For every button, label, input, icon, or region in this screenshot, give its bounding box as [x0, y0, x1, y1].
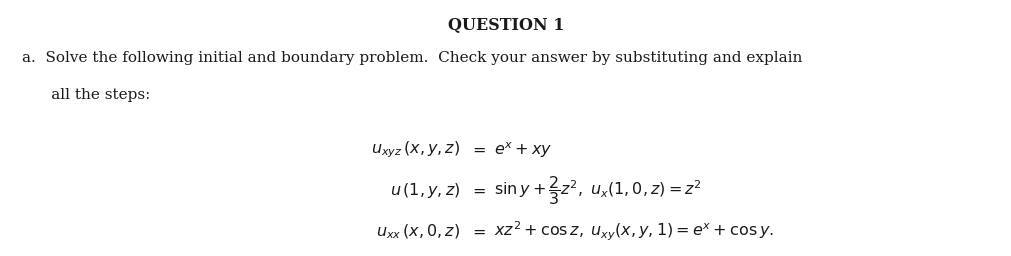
Text: all the steps:: all the steps: — [22, 88, 151, 102]
Text: $u_{xyz}\,(x,y,z)$: $u_{xyz}\,(x,y,z)$ — [371, 140, 460, 160]
Text: a.  Solve the following initial and boundary problem.  Check your answer by subs: a. Solve the following initial and bound… — [22, 51, 802, 65]
Text: $e^x + xy$: $e^x + xy$ — [493, 140, 552, 159]
Text: $=$: $=$ — [469, 141, 485, 158]
Text: $\sin y + \dfrac{2}{3}z^2,\; u_x(1,0,z) = z^2$: $\sin y + \dfrac{2}{3}z^2,\; u_x(1,0,z) … — [493, 174, 701, 207]
Text: $u_{xx}\,(x,0,z)$: $u_{xx}\,(x,0,z)$ — [376, 222, 460, 241]
Text: $=$: $=$ — [469, 182, 485, 199]
Text: $u\,(1,y,z)$: $u\,(1,y,z)$ — [390, 181, 460, 200]
Text: QUESTION 1: QUESTION 1 — [447, 17, 564, 34]
Text: $xz^2 + \cos z,\; u_{xy}(x,y,1) = e^x + \cos y.$: $xz^2 + \cos z,\; u_{xy}(x,y,1) = e^x + … — [493, 220, 773, 243]
Text: $=$: $=$ — [469, 223, 485, 240]
